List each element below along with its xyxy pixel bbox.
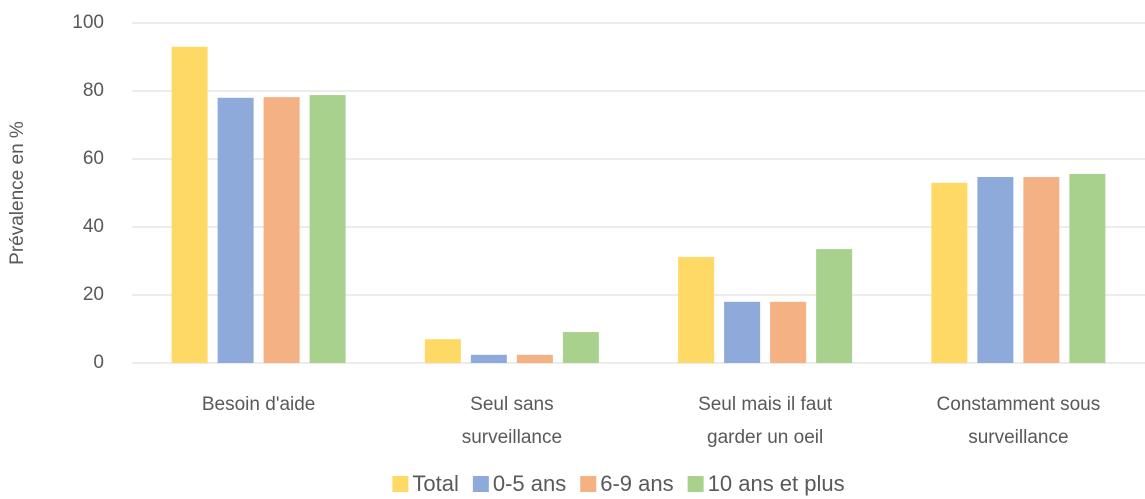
bar xyxy=(678,256,715,363)
x-tick-label: Seul mais il faut xyxy=(698,394,833,415)
y-tick-label: 40 xyxy=(83,216,104,237)
legend-swatch xyxy=(580,476,597,492)
bar xyxy=(816,249,853,363)
y-tick-label: 60 xyxy=(83,148,104,169)
bar xyxy=(1023,177,1060,363)
bar xyxy=(977,177,1014,363)
bar xyxy=(1069,173,1106,363)
bar xyxy=(516,354,553,363)
bar xyxy=(562,332,599,363)
legend-label: 6-9 ans xyxy=(600,471,673,496)
legend-swatch xyxy=(392,476,409,492)
bar xyxy=(931,182,968,363)
x-tick-label: surveillance xyxy=(968,427,1068,448)
y-tick-label: 0 xyxy=(93,352,104,373)
x-tick-label: garder un oeil xyxy=(707,427,823,448)
x-tick-label: surveillance xyxy=(462,427,562,448)
x-tick-label: Besoin d'aide xyxy=(202,394,316,415)
legend-label: 0-5 ans xyxy=(493,471,566,496)
x-tick-label: Constamment sous xyxy=(937,394,1101,415)
bar xyxy=(770,301,807,363)
legend-label: 10 ans et plus xyxy=(708,471,845,496)
legend-label: Total xyxy=(412,471,458,496)
y-tick-label: 20 xyxy=(83,284,104,305)
bar xyxy=(263,97,300,364)
bar xyxy=(724,301,761,363)
legend-swatch xyxy=(472,476,489,492)
y-tick-label: 100 xyxy=(72,12,104,33)
bar xyxy=(217,97,254,364)
bar xyxy=(309,95,346,363)
bar xyxy=(470,354,507,363)
y-tick-label: 80 xyxy=(83,80,104,101)
x-tick-label: Seul sans xyxy=(470,394,553,415)
bar xyxy=(171,46,208,364)
legend-swatch xyxy=(687,476,704,492)
bar xyxy=(424,339,461,363)
y-axis-label: Prévalence en % xyxy=(7,121,28,265)
